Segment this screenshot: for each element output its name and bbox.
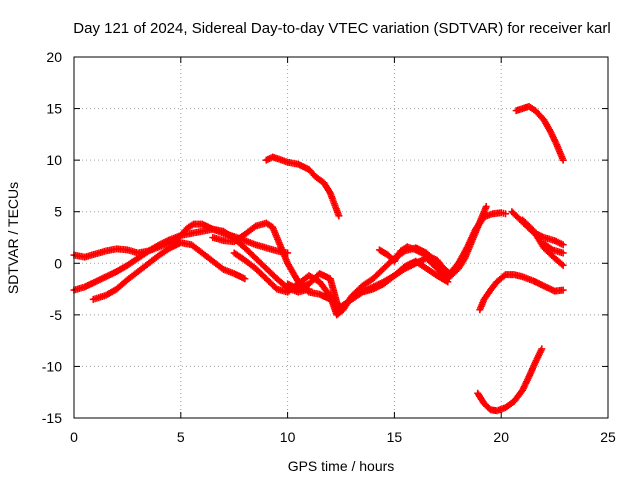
- series-trace-n: [474, 345, 546, 415]
- y-tick-label: -5: [50, 307, 63, 323]
- series-trace-h: [262, 153, 343, 220]
- series-trace-b: [70, 225, 313, 296]
- series-trace-c: [89, 239, 249, 303]
- x-tick-label: 10: [280, 429, 296, 445]
- data-point: [559, 249, 567, 257]
- data-point: [558, 260, 566, 268]
- data-series: [70, 103, 567, 415]
- x-tick-label: 15: [387, 429, 403, 445]
- y-tick-label: 0: [54, 255, 62, 271]
- data-point: [559, 286, 567, 294]
- y-tick-label: 10: [46, 152, 62, 168]
- y-axis-label: SDTVAR / TECUs: [5, 182, 21, 294]
- grid-lines: [74, 57, 608, 418]
- x-tick-label: 5: [177, 429, 185, 445]
- data-point: [559, 156, 567, 164]
- plot-frame: [73, 56, 609, 419]
- series-trace-g: [375, 209, 509, 278]
- series-trace-i: [512, 103, 567, 164]
- y-tick-label: 5: [54, 204, 62, 220]
- x-tick-label: 20: [493, 429, 509, 445]
- y-tick-label: -10: [42, 358, 62, 374]
- series-trace-m: [476, 271, 567, 314]
- data-point: [559, 261, 567, 269]
- y-tick-label: -15: [42, 410, 62, 426]
- data-point: [538, 345, 546, 353]
- x-tick-label: 25: [600, 429, 616, 445]
- data-point: [335, 212, 343, 220]
- y-tick-label: 20: [46, 49, 62, 65]
- x-axis-label: GPS time / hours: [288, 458, 395, 474]
- data-point: [482, 203, 490, 211]
- data-point: [559, 241, 567, 249]
- axis-ticks: 0 5 10 15 20 25 -15 -10 -5 0 5 10 15 20: [42, 49, 616, 445]
- y-tick-label: 15: [46, 101, 62, 117]
- x-tick-label: 0: [70, 429, 78, 445]
- chart-title: Day 121 of 2024, Sidereal Day-to-day VTE…: [73, 20, 610, 37]
- data-point: [501, 210, 509, 218]
- data-point: [241, 275, 249, 283]
- series-trace-l: [540, 240, 567, 257]
